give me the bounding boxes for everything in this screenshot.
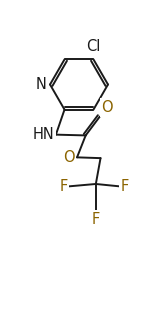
Text: F: F: [92, 212, 100, 227]
Text: O: O: [101, 100, 113, 115]
Text: O: O: [63, 150, 75, 165]
Text: N: N: [35, 77, 46, 92]
Text: F: F: [121, 179, 129, 194]
Text: HN: HN: [33, 127, 54, 142]
Text: F: F: [59, 179, 68, 194]
Text: Cl: Cl: [86, 39, 101, 54]
